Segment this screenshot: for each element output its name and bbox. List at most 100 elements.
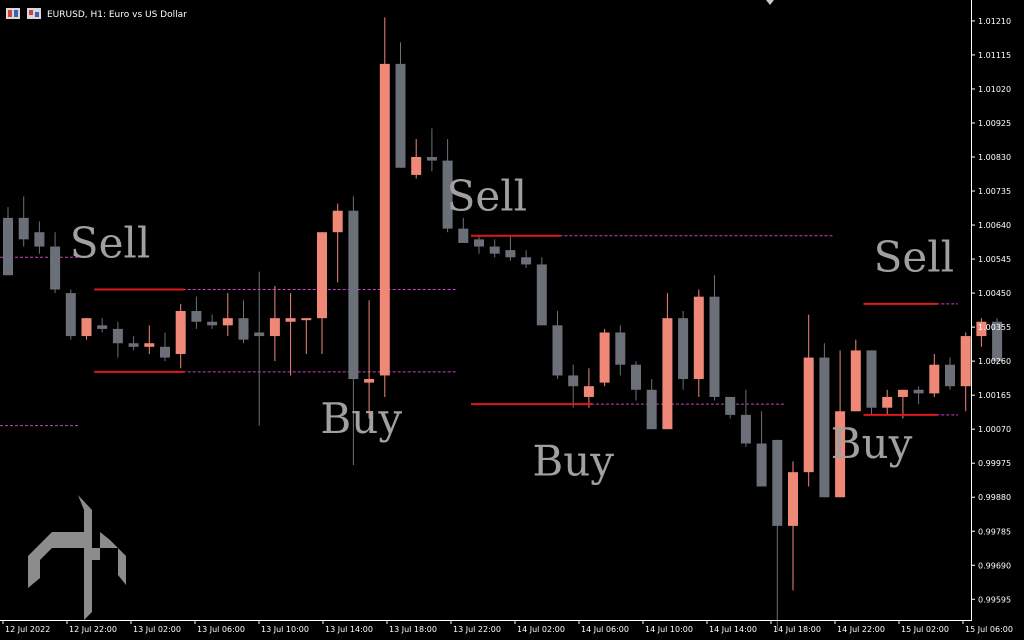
- y-tick-label: 1.00925: [978, 119, 1011, 128]
- chart-title: EURUSD, H1: Euro vs US Dollar: [47, 10, 187, 20]
- candle-body: [678, 318, 689, 380]
- chart-header: EURUSD, H1: Euro vs US Dollar: [6, 8, 187, 20]
- candle: [3, 207, 13, 276]
- candle: [960, 332, 971, 412]
- candle: [615, 325, 626, 376]
- candle: [835, 350, 846, 498]
- candle: [191, 296, 202, 329]
- candle-body: [866, 350, 877, 408]
- y-tick-label: 1.00260: [978, 357, 1011, 366]
- x-tick-label: 13 Jul 22:00: [453, 625, 501, 634]
- y-tick-label: 0.99595: [978, 595, 1011, 604]
- candle-body: [112, 328, 123, 344]
- candle: [269, 285, 280, 362]
- candle-body: [379, 63, 390, 376]
- candle: [772, 439, 783, 630]
- chart-window-icon: [6, 8, 41, 19]
- candle: [317, 232, 327, 354]
- candle: [521, 250, 532, 269]
- candle-body: [348, 210, 359, 380]
- x-tick-label: 14 Jul 22:00: [837, 625, 885, 634]
- candle: [583, 368, 594, 408]
- y-tick-label: 1.00070: [978, 425, 1011, 434]
- candle-body: [803, 357, 814, 473]
- candle: [144, 325, 155, 354]
- y-tick-label: 0.99880: [978, 493, 1011, 502]
- candle-body: [505, 250, 516, 258]
- candle: [50, 232, 61, 294]
- candle: [599, 328, 610, 387]
- candle: [536, 257, 547, 326]
- candle-body: [81, 318, 92, 337]
- candle-body: [458, 228, 469, 243]
- candle-body: [709, 296, 720, 397]
- y-tick-label: 1.01020: [978, 85, 1011, 94]
- x-tick-label: 13 Jul 06:00: [197, 625, 245, 634]
- candle-body: [301, 318, 312, 321]
- candle-body: [160, 346, 170, 358]
- signal-levels: [94, 234, 938, 416]
- candle-body: [3, 217, 13, 276]
- candle-body: [646, 389, 657, 430]
- candle: [756, 411, 767, 487]
- candle-body: [960, 336, 971, 387]
- candle-body: [144, 343, 155, 347]
- candle: [709, 275, 720, 401]
- candle: [207, 314, 218, 329]
- candle-body: [850, 350, 861, 412]
- candle-body: [207, 321, 218, 326]
- sell-signal-label: Sell: [70, 218, 151, 267]
- x-tick-label: 14 Jul 18:00: [773, 625, 821, 634]
- candle: [97, 318, 108, 333]
- x-tick-label: 14 Jul 06:00: [581, 625, 629, 634]
- candle-body: [489, 246, 500, 254]
- candle: [348, 196, 359, 465]
- candle-body: [395, 63, 406, 168]
- candle-body: [191, 311, 202, 322]
- dotted-levels: [0, 235, 958, 427]
- shift-marker-icon[interactable]: [766, 0, 774, 5]
- candle: [646, 379, 657, 430]
- candle-body: [536, 264, 547, 326]
- candle: [803, 314, 814, 487]
- candle: [725, 396, 736, 419]
- y-axis-ticks[interactable]: 1.01210 1.01115 1.01020 1.00925 1.00830 1.007…: [971, 17, 1011, 604]
- candle-body: [552, 325, 563, 376]
- candle-body: [317, 232, 327, 319]
- buy-signal-label: Buy: [320, 394, 402, 443]
- candle-body: [583, 386, 594, 397]
- candle-body: [835, 411, 846, 498]
- y-tick-label: 0.99785: [978, 527, 1011, 536]
- candle-body: [740, 414, 751, 444]
- watermark-logo-icon: [28, 495, 126, 620]
- candle: [552, 311, 563, 380]
- y-tick-label: 1.00830: [978, 153, 1011, 162]
- candle-body: [819, 357, 830, 498]
- x-axis-ticks[interactable]: 12 Jul 2022 12 Jul 22:00 13 Jul 02:00 13 Ju…: [2, 620, 1013, 634]
- y-tick-label: 0.99690: [978, 561, 1011, 570]
- x-tick-label: 13 Jul 18:00: [389, 625, 437, 634]
- candle-body: [128, 343, 139, 347]
- candle: [819, 343, 830, 498]
- candle-body: [222, 318, 233, 326]
- x-tick-label: 13 Jul 02:00: [133, 625, 181, 634]
- candle-body: [18, 217, 29, 240]
- candle-body: [897, 389, 908, 397]
- candle: [945, 357, 955, 390]
- candle: [631, 361, 641, 401]
- candle: [222, 293, 233, 337]
- candle: [411, 139, 422, 179]
- candle: [788, 461, 798, 591]
- sell-signal-label: Sell: [447, 172, 528, 221]
- candle: [850, 339, 861, 412]
- candle-body: [662, 318, 673, 430]
- candle: [693, 289, 704, 397]
- candle: [426, 128, 437, 172]
- x-tick-label: 15 Jul 02:00: [901, 625, 949, 634]
- candle-body: [929, 364, 940, 394]
- candle-body: [913, 389, 924, 394]
- candle: [34, 221, 45, 254]
- y-tick-label: 1.01115: [978, 51, 1011, 60]
